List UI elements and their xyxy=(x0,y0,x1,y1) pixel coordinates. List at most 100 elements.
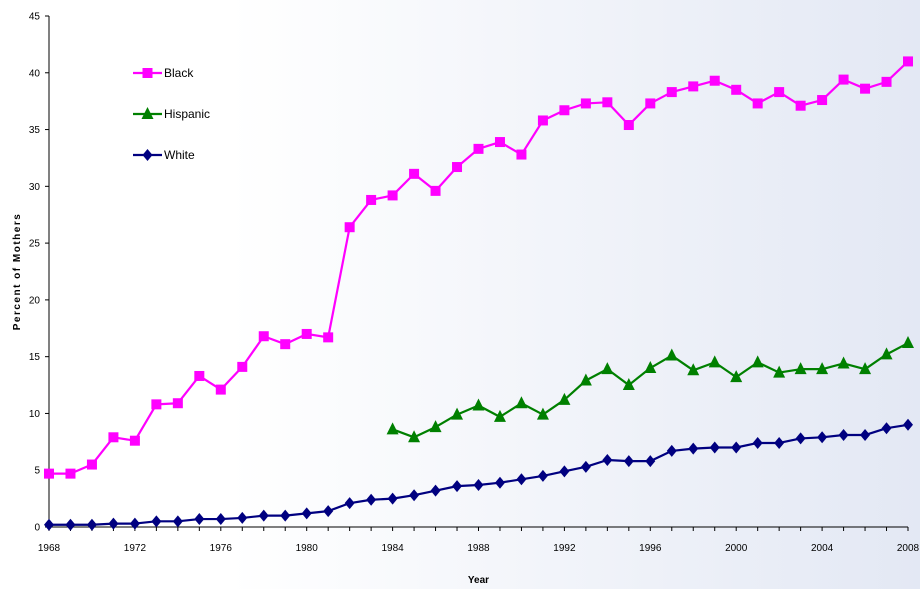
data-point-white xyxy=(903,418,913,431)
y-ticks: 0 5 10 15 20 25 30 35 40 45 xyxy=(29,12,49,534)
data-point-hispanic xyxy=(601,362,614,375)
data-point-black xyxy=(903,56,913,67)
data-point-white xyxy=(172,515,183,528)
data-point-white xyxy=(602,454,613,467)
y-tick-label: 45 xyxy=(29,12,41,23)
data-point-black xyxy=(580,98,591,109)
data-point-hispanic xyxy=(472,398,485,411)
data-point-hispanic xyxy=(816,362,829,375)
x-ticks: 1968 1972 1976 1980 1984 1988 1992 1996 2000 2004… xyxy=(38,527,920,554)
data-point-white xyxy=(86,518,97,531)
legend-item-black: Black xyxy=(133,66,194,80)
data-point-white xyxy=(580,460,591,473)
legend-label-black: Black xyxy=(164,66,194,80)
data-point-white xyxy=(688,442,699,455)
x-tick-label: 1980 xyxy=(296,543,319,554)
legend-item-hispanic: Hispanic xyxy=(133,107,210,121)
data-point-white xyxy=(666,444,677,457)
data-point-black xyxy=(623,120,634,131)
data-point-white xyxy=(645,455,656,468)
data-point-black xyxy=(688,81,699,92)
data-point-black xyxy=(409,168,420,179)
data-point-white xyxy=(860,429,871,442)
data-point-hispanic xyxy=(408,430,421,443)
data-point-black xyxy=(838,74,849,85)
data-point-white xyxy=(108,517,119,530)
data-point-black xyxy=(559,105,570,116)
data-point-white xyxy=(129,517,140,530)
x-tick-label: 1988 xyxy=(467,543,490,554)
data-point-white xyxy=(344,497,355,510)
data-point-hispanic xyxy=(515,396,528,409)
series-black xyxy=(44,56,913,479)
data-point-black xyxy=(860,83,871,94)
legend-marker-black xyxy=(142,68,153,78)
data-point-black xyxy=(645,98,656,109)
data-point-black xyxy=(344,222,355,233)
data-point-white xyxy=(215,513,226,526)
x-tick-label: 1992 xyxy=(553,543,576,554)
data-point-white xyxy=(151,515,162,528)
data-point-hispanic xyxy=(622,378,635,391)
legend-label-white: White xyxy=(164,148,195,162)
data-point-black xyxy=(44,468,54,479)
x-tick-label: 2004 xyxy=(811,543,834,554)
data-point-white xyxy=(537,469,548,482)
y-tick-label: 5 xyxy=(34,466,40,477)
data-point-white xyxy=(366,493,377,506)
series-layer xyxy=(44,56,914,531)
data-point-hispanic xyxy=(902,336,914,349)
data-point-black xyxy=(452,162,463,173)
data-point-black xyxy=(65,468,76,479)
data-point-white xyxy=(194,513,205,526)
data-point-hispanic xyxy=(859,362,872,375)
data-point-hispanic xyxy=(773,365,786,378)
data-point-black xyxy=(258,331,269,342)
data-point-white xyxy=(838,429,849,442)
data-point-black xyxy=(301,328,312,339)
data-point-hispanic xyxy=(493,409,506,422)
data-point-black xyxy=(129,435,140,446)
data-point-black xyxy=(709,75,720,86)
x-tick-label: 1984 xyxy=(381,543,404,554)
y-tick-label: 0 xyxy=(34,523,40,534)
data-point-white xyxy=(623,455,634,468)
data-point-black xyxy=(387,190,398,201)
data-point-white xyxy=(516,473,527,486)
data-point-white xyxy=(430,484,441,497)
data-point-black xyxy=(108,432,119,443)
data-point-black xyxy=(366,194,377,205)
y-tick-label: 35 xyxy=(29,125,41,136)
data-point-hispanic xyxy=(536,407,549,420)
data-point-black xyxy=(237,361,248,372)
x-tick-label: 2000 xyxy=(725,543,748,554)
x-tick-label: 1976 xyxy=(210,543,233,554)
data-point-hispanic xyxy=(730,370,743,383)
data-point-hispanic xyxy=(451,407,464,420)
data-point-white xyxy=(795,432,806,445)
data-point-black xyxy=(795,100,806,111)
data-point-black xyxy=(516,149,527,160)
x-tick-label: 2008 xyxy=(897,543,920,554)
data-point-white xyxy=(817,431,828,444)
data-point-white xyxy=(387,492,398,505)
y-tick-label: 40 xyxy=(29,68,41,79)
data-point-hispanic xyxy=(794,362,807,375)
data-point-hispanic xyxy=(880,347,893,360)
data-point-black xyxy=(752,98,763,109)
data-point-black xyxy=(537,115,548,126)
data-point-black xyxy=(280,339,291,350)
legend-marker-hispanic xyxy=(141,107,154,119)
data-point-white xyxy=(731,441,742,454)
data-point-black xyxy=(323,332,334,343)
y-tick-label: 30 xyxy=(29,182,41,193)
legend-label-hispanic: Hispanic xyxy=(164,107,210,121)
data-point-white xyxy=(44,518,54,531)
data-point-white xyxy=(237,511,248,524)
data-point-black xyxy=(430,185,441,196)
data-point-white xyxy=(494,476,505,489)
data-point-black xyxy=(881,76,892,87)
data-point-hispanic xyxy=(644,361,657,374)
